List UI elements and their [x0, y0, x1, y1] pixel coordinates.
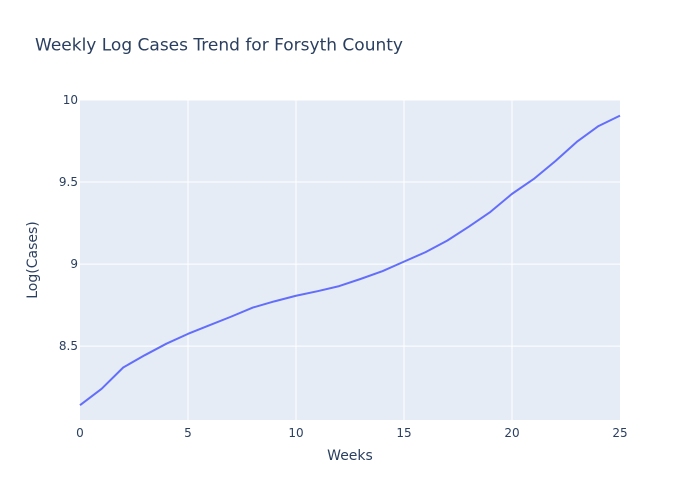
- x-tick-label: 0: [76, 426, 84, 440]
- y-tick-label: 8.5: [59, 339, 78, 353]
- y-tick-label: 9.5: [59, 175, 78, 189]
- x-tick-label: 15: [396, 426, 411, 440]
- x-tick-label: 20: [504, 426, 519, 440]
- y-tick-label: 10: [63, 93, 78, 107]
- y-axis-title: Log(Cases): [25, 221, 41, 299]
- x-axis-title: Weeks: [327, 448, 373, 464]
- plot-area: [80, 100, 620, 420]
- y-axis-ticks: 8.5 9 9.5 10: [59, 93, 78, 353]
- y-tick-label: 9: [70, 257, 78, 271]
- x-tick-label: 25: [612, 426, 627, 440]
- series-line: [79, 114, 621, 407]
- chart-title: Weekly Log Cases Trend for Forsyth Count…: [35, 36, 403, 56]
- x-tick-label: 10: [288, 426, 303, 440]
- x-axis-ticks: 0 5 10 15 20 25: [76, 426, 627, 440]
- x-tick-label: 5: [184, 426, 192, 440]
